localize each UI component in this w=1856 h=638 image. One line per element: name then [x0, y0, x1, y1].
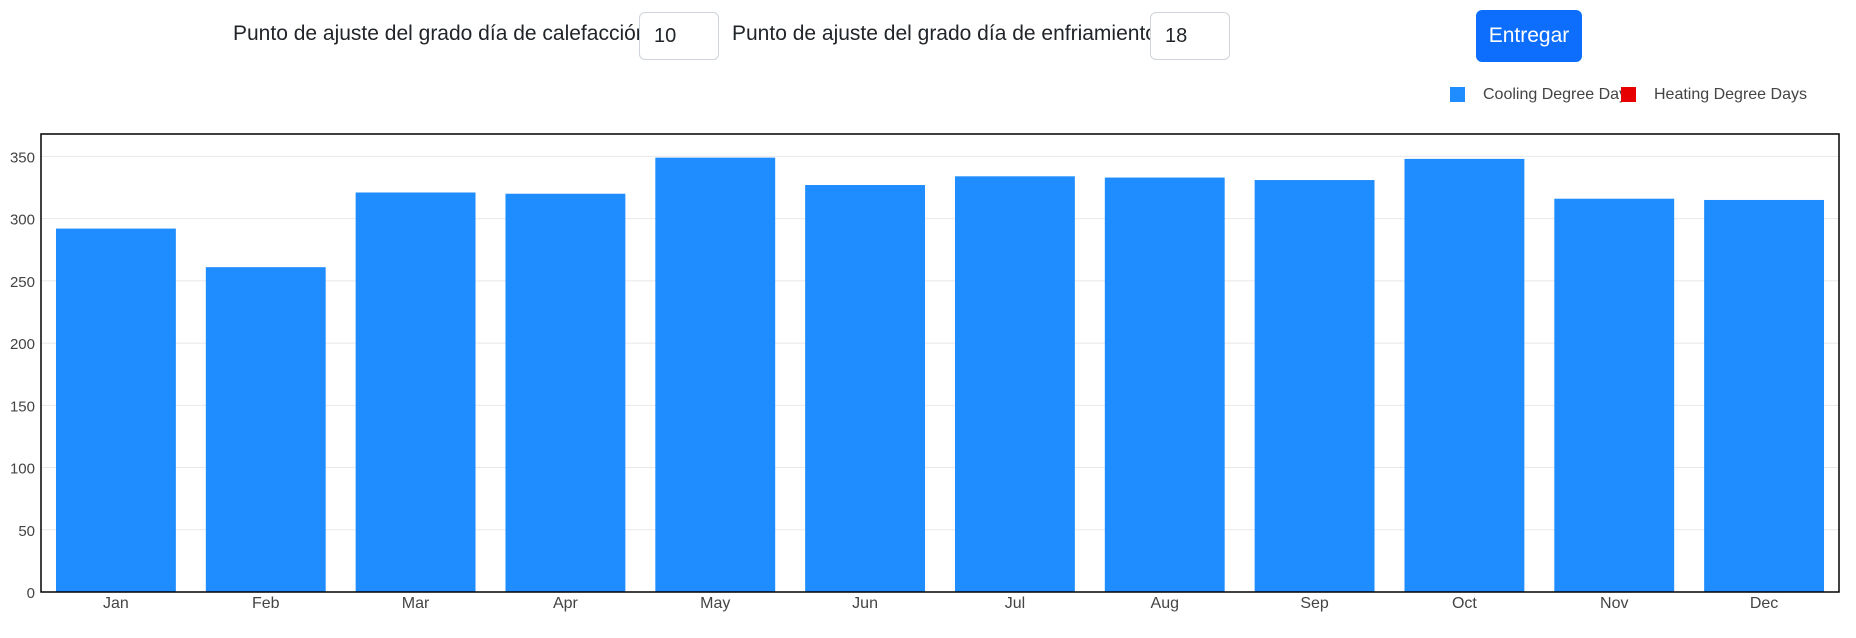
- bar-cooling-sep: [1254, 180, 1375, 592]
- cdd-input[interactable]: [1150, 12, 1230, 60]
- x-tick-label: Nov: [1600, 595, 1628, 612]
- y-tick-label: 0: [27, 585, 35, 602]
- hdd-label: Punto de ajuste del grado día de calefac…: [233, 22, 713, 45]
- x-tick-label: May: [700, 595, 730, 612]
- hdd-input[interactable]: [639, 12, 719, 60]
- y-tick-label: 50: [18, 523, 35, 540]
- x-tick-label: Mar: [402, 595, 430, 612]
- bar-cooling-oct: [1404, 158, 1525, 593]
- bar-cooling-mar: [355, 192, 476, 592]
- bar-cooling-nov: [1554, 198, 1675, 592]
- bar-cooling-aug: [1104, 177, 1225, 592]
- x-tick-label: Apr: [553, 595, 579, 612]
- y-tick-label: 200: [10, 336, 35, 353]
- y-tick-label: 150: [10, 398, 35, 415]
- legend-swatch-heating: [1621, 87, 1636, 102]
- legend-label-heating: Heating Degree Days: [1654, 86, 1807, 103]
- y-tick-label: 250: [10, 274, 35, 291]
- x-tick-label: Feb: [252, 595, 280, 612]
- bar-cooling-dec: [1704, 199, 1825, 592]
- submit-button[interactable]: Entregar: [1476, 10, 1582, 62]
- bar-cooling-jul: [954, 176, 1075, 592]
- x-tick-label: Oct: [1452, 595, 1477, 612]
- controls-bar: Punto de ajuste del grado día de calefac…: [0, 0, 1856, 70]
- x-tick-label: Sep: [1300, 595, 1329, 612]
- bar-cooling-apr: [505, 193, 626, 592]
- y-tick-label: 100: [10, 461, 35, 478]
- x-tick-label: Aug: [1151, 595, 1179, 612]
- cdd-label: Punto de ajuste del grado día de enfriam…: [732, 22, 1223, 45]
- y-tick-label: 300: [10, 212, 35, 229]
- y-tick-label: 350: [10, 149, 35, 166]
- x-tick-label: Jul: [1005, 595, 1025, 612]
- plot-frame: [40, 133, 1840, 593]
- legend-swatch-cooling: [1450, 87, 1465, 102]
- x-tick-label: Jun: [852, 595, 878, 612]
- bar-cooling-feb: [205, 267, 326, 592]
- bar-cooling-may: [655, 157, 776, 593]
- bar-cooling-jun: [805, 185, 926, 593]
- x-tick-label: Jan: [103, 595, 129, 612]
- x-tick-label: Dec: [1750, 595, 1778, 612]
- legend-label-cooling: Cooling Degree Days: [1483, 86, 1636, 103]
- bar-cooling-jan: [55, 228, 176, 592]
